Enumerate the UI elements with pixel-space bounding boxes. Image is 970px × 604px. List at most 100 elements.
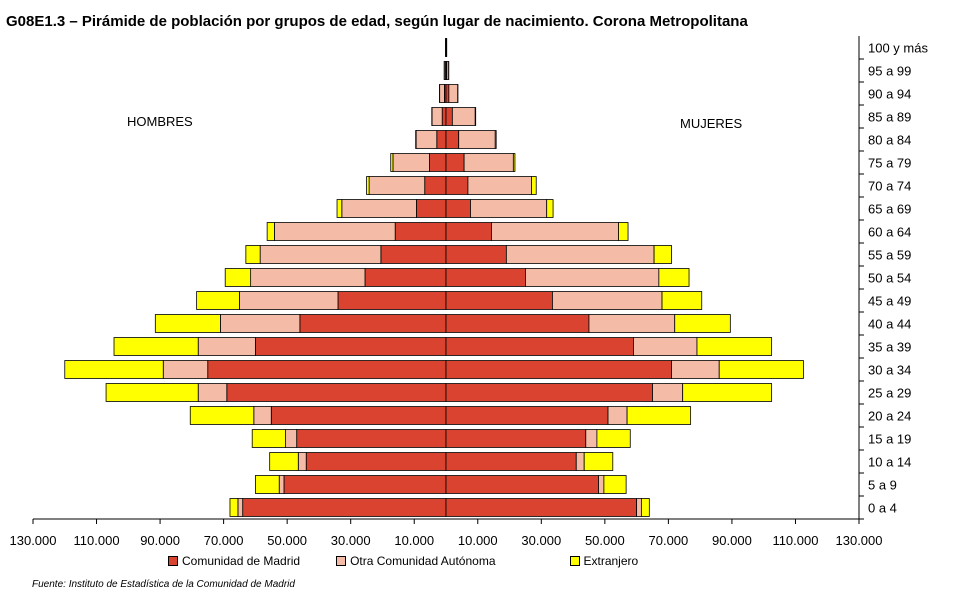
bar-women-2-16	[494, 130, 497, 149]
bar-women-0-13	[445, 199, 471, 218]
bar-women-1-5	[652, 383, 684, 402]
bar-men-2-6	[64, 360, 164, 379]
bar-men-2-10	[224, 268, 252, 287]
x-tick-label-4: 50.000	[267, 533, 307, 548]
x-tick-label-11: 90.000	[712, 533, 752, 548]
bar-women-2-11	[653, 245, 672, 264]
age-label-16: 80 a 84	[868, 133, 911, 148]
age-label-20: 100 y más	[868, 41, 928, 56]
bar-men-1-18	[439, 84, 445, 103]
bar-men-2-8	[154, 314, 221, 333]
bar-women-0-6	[445, 360, 672, 379]
bar-men-1-2	[297, 452, 307, 471]
bar-women-0-8	[445, 314, 590, 333]
bar-men-1-4	[253, 406, 272, 425]
bar-men-1-1	[278, 475, 285, 494]
bar-women-0-1	[445, 475, 599, 494]
bar-women-2-3	[596, 429, 631, 448]
bar-women-2-15	[512, 153, 516, 172]
legend-swatch-extranjero	[569, 556, 580, 566]
chart-title: G08E1.3 – Pirámide de población por grup…	[6, 13, 748, 30]
bar-women-1-16	[458, 130, 496, 149]
bar-men-0-0	[242, 498, 447, 517]
bar-men-0-6	[207, 360, 447, 379]
bar-women-2-6	[718, 360, 804, 379]
age-label-9: 45 a 49	[868, 294, 911, 309]
bar-men-1-8	[220, 314, 301, 333]
bar-men-0-14	[424, 176, 447, 195]
bar-men-2-14	[366, 176, 370, 195]
bar-men-1-9	[239, 291, 339, 310]
bar-men-0-5	[226, 383, 447, 402]
x-tick-label-1: 110.000	[74, 533, 120, 548]
bar-men-2-4	[189, 406, 255, 425]
bar-women-2-8	[674, 314, 731, 333]
bar-women-2-10	[658, 268, 690, 287]
bar-women-1-9	[552, 291, 663, 310]
bar-women-1-12	[491, 222, 619, 241]
bar-men-2-2	[269, 452, 299, 471]
age-label-17: 85 a 89	[868, 110, 911, 125]
age-label-10: 50 a 54	[868, 271, 911, 286]
bar-women-1-10	[525, 268, 660, 287]
bar-women-0-17	[445, 107, 453, 126]
bar-women-0-4	[445, 406, 609, 425]
bar-women-1-13	[470, 199, 548, 218]
x-tick-label-5: 30.000	[331, 533, 371, 548]
bar-men-1-7	[197, 337, 256, 356]
age-label-15: 75 a 79	[868, 156, 911, 171]
legend-item-madrid: Comunidad de Madrid	[168, 554, 300, 568]
bar-women-2-12	[618, 222, 629, 241]
x-tick-label-3: 70.000	[204, 533, 244, 548]
bar-men-0-17	[441, 107, 447, 126]
bar-men-0-4	[270, 406, 447, 425]
bar-women-1-0	[636, 498, 642, 517]
bar-women-0-7	[445, 337, 634, 356]
bar-women-0-9	[445, 291, 553, 310]
bar-men-0-15	[429, 153, 447, 172]
bar-women-0-5	[445, 383, 653, 402]
bar-men-0-1	[283, 475, 447, 494]
bar-women-1-15	[463, 153, 514, 172]
bar-women-1-3	[585, 429, 598, 448]
bar-men-1-10	[250, 268, 366, 287]
bar-women-1-17	[451, 107, 476, 126]
bar-women-0-16	[445, 130, 460, 149]
bar-women-0-2	[445, 452, 577, 471]
bar-men-1-11	[259, 245, 382, 264]
age-label-19: 95 a 99	[868, 64, 911, 79]
bar-women-2-0	[640, 498, 650, 517]
bar-women-1-14	[467, 176, 532, 195]
bar-women-2-9	[661, 291, 703, 310]
x-tick-label-8: 30.000	[521, 533, 561, 548]
legend-label-extranjero: Extranjero	[583, 554, 639, 568]
bar-men-0-7	[254, 337, 447, 356]
bar-women-2-13	[546, 199, 554, 218]
bar-men-2-15	[390, 153, 394, 172]
bar-men-2-1	[254, 475, 280, 494]
age-label-11: 55 a 59	[868, 248, 911, 263]
bar-men-2-3	[251, 429, 286, 448]
age-label-12: 60 a 64	[868, 225, 911, 240]
bar-men-1-16	[415, 130, 438, 149]
x-tick-label-12: 110.000	[772, 533, 818, 548]
bar-women-1-1	[598, 475, 605, 494]
age-label-18: 90 a 94	[868, 87, 911, 102]
legend-item-extranjero: Extranjero	[569, 554, 639, 568]
bar-men-0-8	[299, 314, 447, 333]
bar-men-0-3	[296, 429, 447, 448]
bar-women-0-12	[445, 222, 492, 241]
bar-women-1-8	[588, 314, 676, 333]
bar-men-1-6	[162, 360, 209, 379]
legend-swatch-otra	[336, 556, 347, 566]
bar-men-0-11	[380, 245, 447, 264]
bar-men-1-5	[197, 383, 228, 402]
legend-item-otra: Otra Comunidad Autónoma	[336, 554, 496, 568]
bar-women-2-1	[603, 475, 627, 494]
bar-men-0-13	[416, 199, 447, 218]
bar-men-2-12	[266, 222, 275, 241]
age-label-0: 0 a 4	[868, 501, 897, 516]
bar-men-0-12	[394, 222, 447, 241]
bar-women-0-0	[445, 498, 638, 517]
bar-men-1-13	[341, 199, 417, 218]
